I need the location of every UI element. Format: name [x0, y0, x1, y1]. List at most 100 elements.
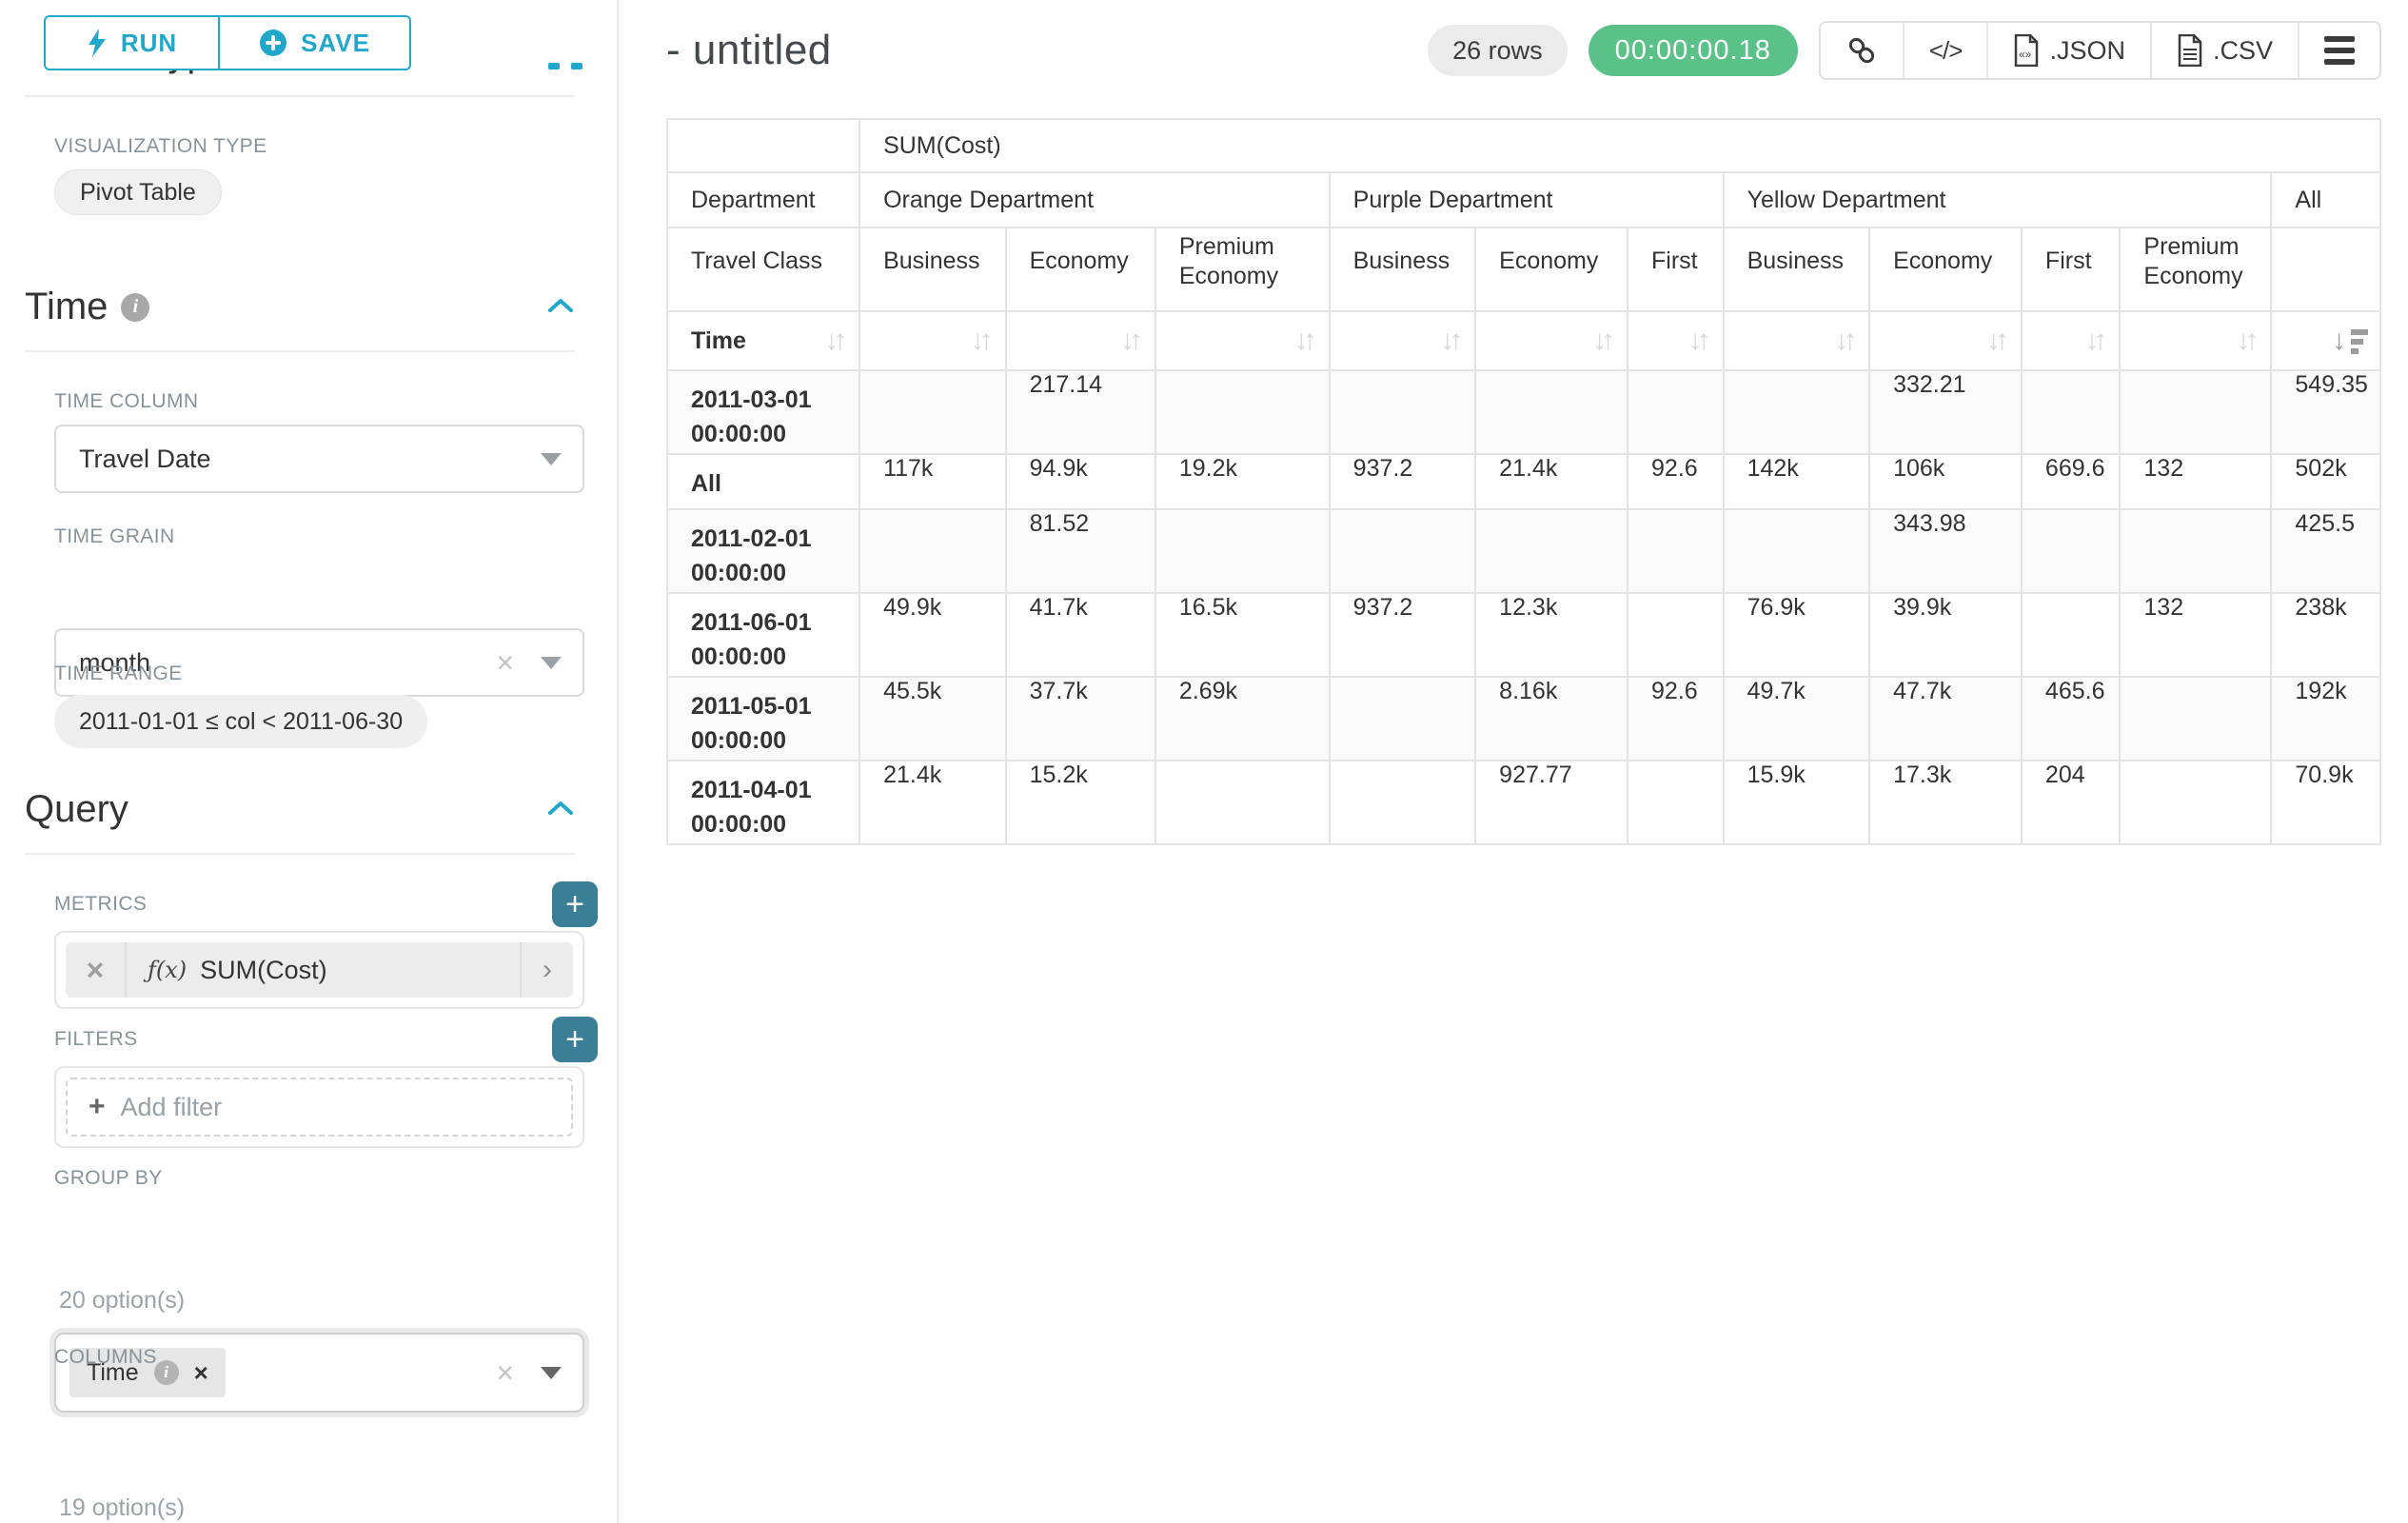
time-column-select[interactable]: Travel Date: [54, 425, 584, 493]
column-leaf-header: [2270, 227, 2381, 312]
panel-resize-dots[interactable]: [548, 63, 582, 69]
export-json-button[interactable]: «» .JSON: [1988, 23, 2152, 78]
sort-icon[interactable]: ↓ ↑: [1592, 325, 1616, 356]
pivot-value-cell: [2119, 760, 2273, 845]
sort-icon[interactable]: ↓ ↑: [1119, 325, 1143, 356]
column-leaf-header: First: [1627, 227, 1725, 312]
department-corner-cell: Department: [665, 171, 861, 228]
column-leaf-header: Business: [859, 227, 1007, 312]
column-leaf-header: First: [2020, 227, 2122, 312]
menu-icon: [2324, 36, 2355, 65]
column-sort-cell[interactable]: ↓ ↑: [1154, 310, 1331, 371]
time-section-heading: Time i: [25, 286, 150, 328]
embed-code-button[interactable]: </>: [1905, 23, 1989, 78]
pivot-value-cell: [1474, 369, 1629, 455]
sort-icon[interactable]: ↓ ↑: [2084, 325, 2108, 356]
pivot-value-cell: 47.7k: [1868, 676, 2023, 762]
metric-chip[interactable]: × ƒ(x) SUM(Cost) ›: [66, 942, 573, 998]
time-column-value: Travel Date: [79, 444, 211, 473]
pivot-value-cell: [1328, 369, 1477, 455]
time-range-value[interactable]: 2011-01-01 ≤ col < 2011-06-30: [54, 695, 428, 748]
metrics-label: METRICS: [54, 893, 148, 915]
sort-icon[interactable]: ↓ ↑: [970, 325, 994, 356]
time-sort-cell[interactable]: Time ↓ ↑: [665, 310, 861, 371]
pivot-value-cell: 502k: [2270, 453, 2381, 510]
metric-value: SUM(Cost): [200, 955, 327, 984]
remove-metric-icon[interactable]: ×: [66, 942, 127, 998]
sort-icon[interactable]: ↓ ↑: [1293, 325, 1317, 356]
add-filter-button[interactable]: +: [552, 1017, 598, 1062]
pivot-value-cell: [2020, 592, 2122, 678]
sort-desc-icon[interactable]: ↓: [2332, 326, 2368, 355]
sort-icon[interactable]: ↓ ↑: [1834, 325, 1858, 356]
column-sort-cell[interactable]: ↓ ↑: [1627, 310, 1725, 371]
clear-icon[interactable]: ×: [496, 1355, 514, 1390]
chevron-up-icon[interactable]: [546, 800, 575, 817]
clear-icon[interactable]: ×: [496, 645, 514, 680]
pivot-value-cell: 41.7k: [1004, 592, 1156, 678]
code-icon: </>: [1928, 35, 1964, 65]
metric-header-cell: SUM(Cost): [859, 118, 2381, 173]
group-by-tag[interactable]: Time i ×: [69, 1348, 226, 1397]
save-button[interactable]: SAVE: [219, 15, 411, 70]
pivot-value-cell: [1627, 508, 1725, 594]
sort-icon[interactable]: ↓ ↑: [1688, 325, 1711, 356]
column-sort-cell[interactable]: ↓ ↑: [1722, 310, 1871, 371]
sort-cell-inner: ↓ ↑: [1651, 326, 1711, 355]
column-sort-cell[interactable]: ↓ ↑: [859, 310, 1007, 371]
section-divider: [25, 350, 575, 352]
sort-icon[interactable]: ↓ ↑: [1440, 325, 1464, 356]
column-sort-cell[interactable]: ↓ ↑: [1328, 310, 1477, 371]
column-sort-cell[interactable]: ↓ ↑: [2020, 310, 2122, 371]
pivot-value-cell: 19.2k: [1154, 453, 1331, 510]
caret-down-icon: [541, 1366, 562, 1379]
copy-link-button[interactable]: [1821, 23, 1905, 78]
chevron-up-icon[interactable]: [546, 297, 575, 314]
svg-text:«»: «»: [2019, 48, 2032, 61]
pivot-value-cell: [1722, 508, 1871, 594]
sort-cell-inner: ↓ ↑: [2143, 326, 2259, 355]
visualization-type-label: VISUALIZATION TYPE: [54, 135, 267, 157]
section-divider: [25, 853, 575, 855]
chevron-right-icon[interactable]: ›: [520, 942, 573, 998]
column-leaf-header: Economy: [1474, 227, 1629, 312]
pivot-value-cell: 17.3k: [1868, 760, 2023, 845]
sort-cell-inner: ↓ ↑: [1499, 326, 1615, 355]
pivot-value-cell: [2020, 369, 2122, 455]
sort-icon[interactable]: ↓ ↑: [1985, 325, 2009, 356]
column-sort-cell[interactable]: ↓ ↑: [2119, 310, 2273, 371]
bolt-icon: [88, 29, 106, 57]
remove-tag-icon[interactable]: ×: [193, 1357, 208, 1387]
visualization-type-value[interactable]: Pivot Table: [54, 169, 222, 215]
more-menu-button[interactable]: [2299, 23, 2379, 78]
column-sort-cell[interactable]: ↓ ↑: [1004, 310, 1156, 371]
info-icon: i: [153, 1360, 179, 1385]
row-header-cell: 2011-04-01 00:00:00: [665, 760, 861, 845]
sort-cell-inner: Time ↓ ↑: [691, 326, 847, 355]
pivot-value-cell: 15.2k: [1004, 760, 1156, 845]
pivot-value-cell: 8.16k: [1474, 676, 1629, 762]
sort-icon[interactable]: ↓ ↑: [824, 325, 848, 356]
pivot-value-cell: [2020, 508, 2122, 594]
sort-cell-inner: ↓: [2295, 326, 2368, 355]
add-metric-button[interactable]: +: [552, 881, 598, 927]
column-leaf-header: Business: [1328, 227, 1477, 312]
pivot-value-cell: [2119, 369, 2273, 455]
sort-icon[interactable]: ↓ ↑: [2236, 325, 2260, 356]
column-sort-cell[interactable]: ↓ ↑: [1474, 310, 1629, 371]
add-filter-dropzone[interactable]: + Add filter: [66, 1078, 573, 1137]
row-header-cell: 2011-05-01 00:00:00: [665, 676, 861, 762]
pivot-value-cell: 12.3k: [1474, 592, 1629, 678]
column-sort-cell[interactable]: ↓: [2270, 310, 2381, 371]
column-sort-cell[interactable]: ↓ ↑: [1868, 310, 2023, 371]
run-button[interactable]: RUN: [44, 15, 219, 70]
export-csv-button[interactable]: .CSV: [2152, 23, 2299, 78]
caret-down-icon: [541, 452, 562, 465]
group-by-select[interactable]: Time i × ×: [54, 1333, 584, 1413]
function-icon: ƒ(x): [148, 957, 188, 983]
time-section-title: Time: [25, 286, 109, 327]
plus-circle-icon: [260, 30, 287, 56]
pivot-value-cell: 132: [2119, 592, 2273, 678]
chart-title[interactable]: - untitled: [666, 27, 832, 73]
